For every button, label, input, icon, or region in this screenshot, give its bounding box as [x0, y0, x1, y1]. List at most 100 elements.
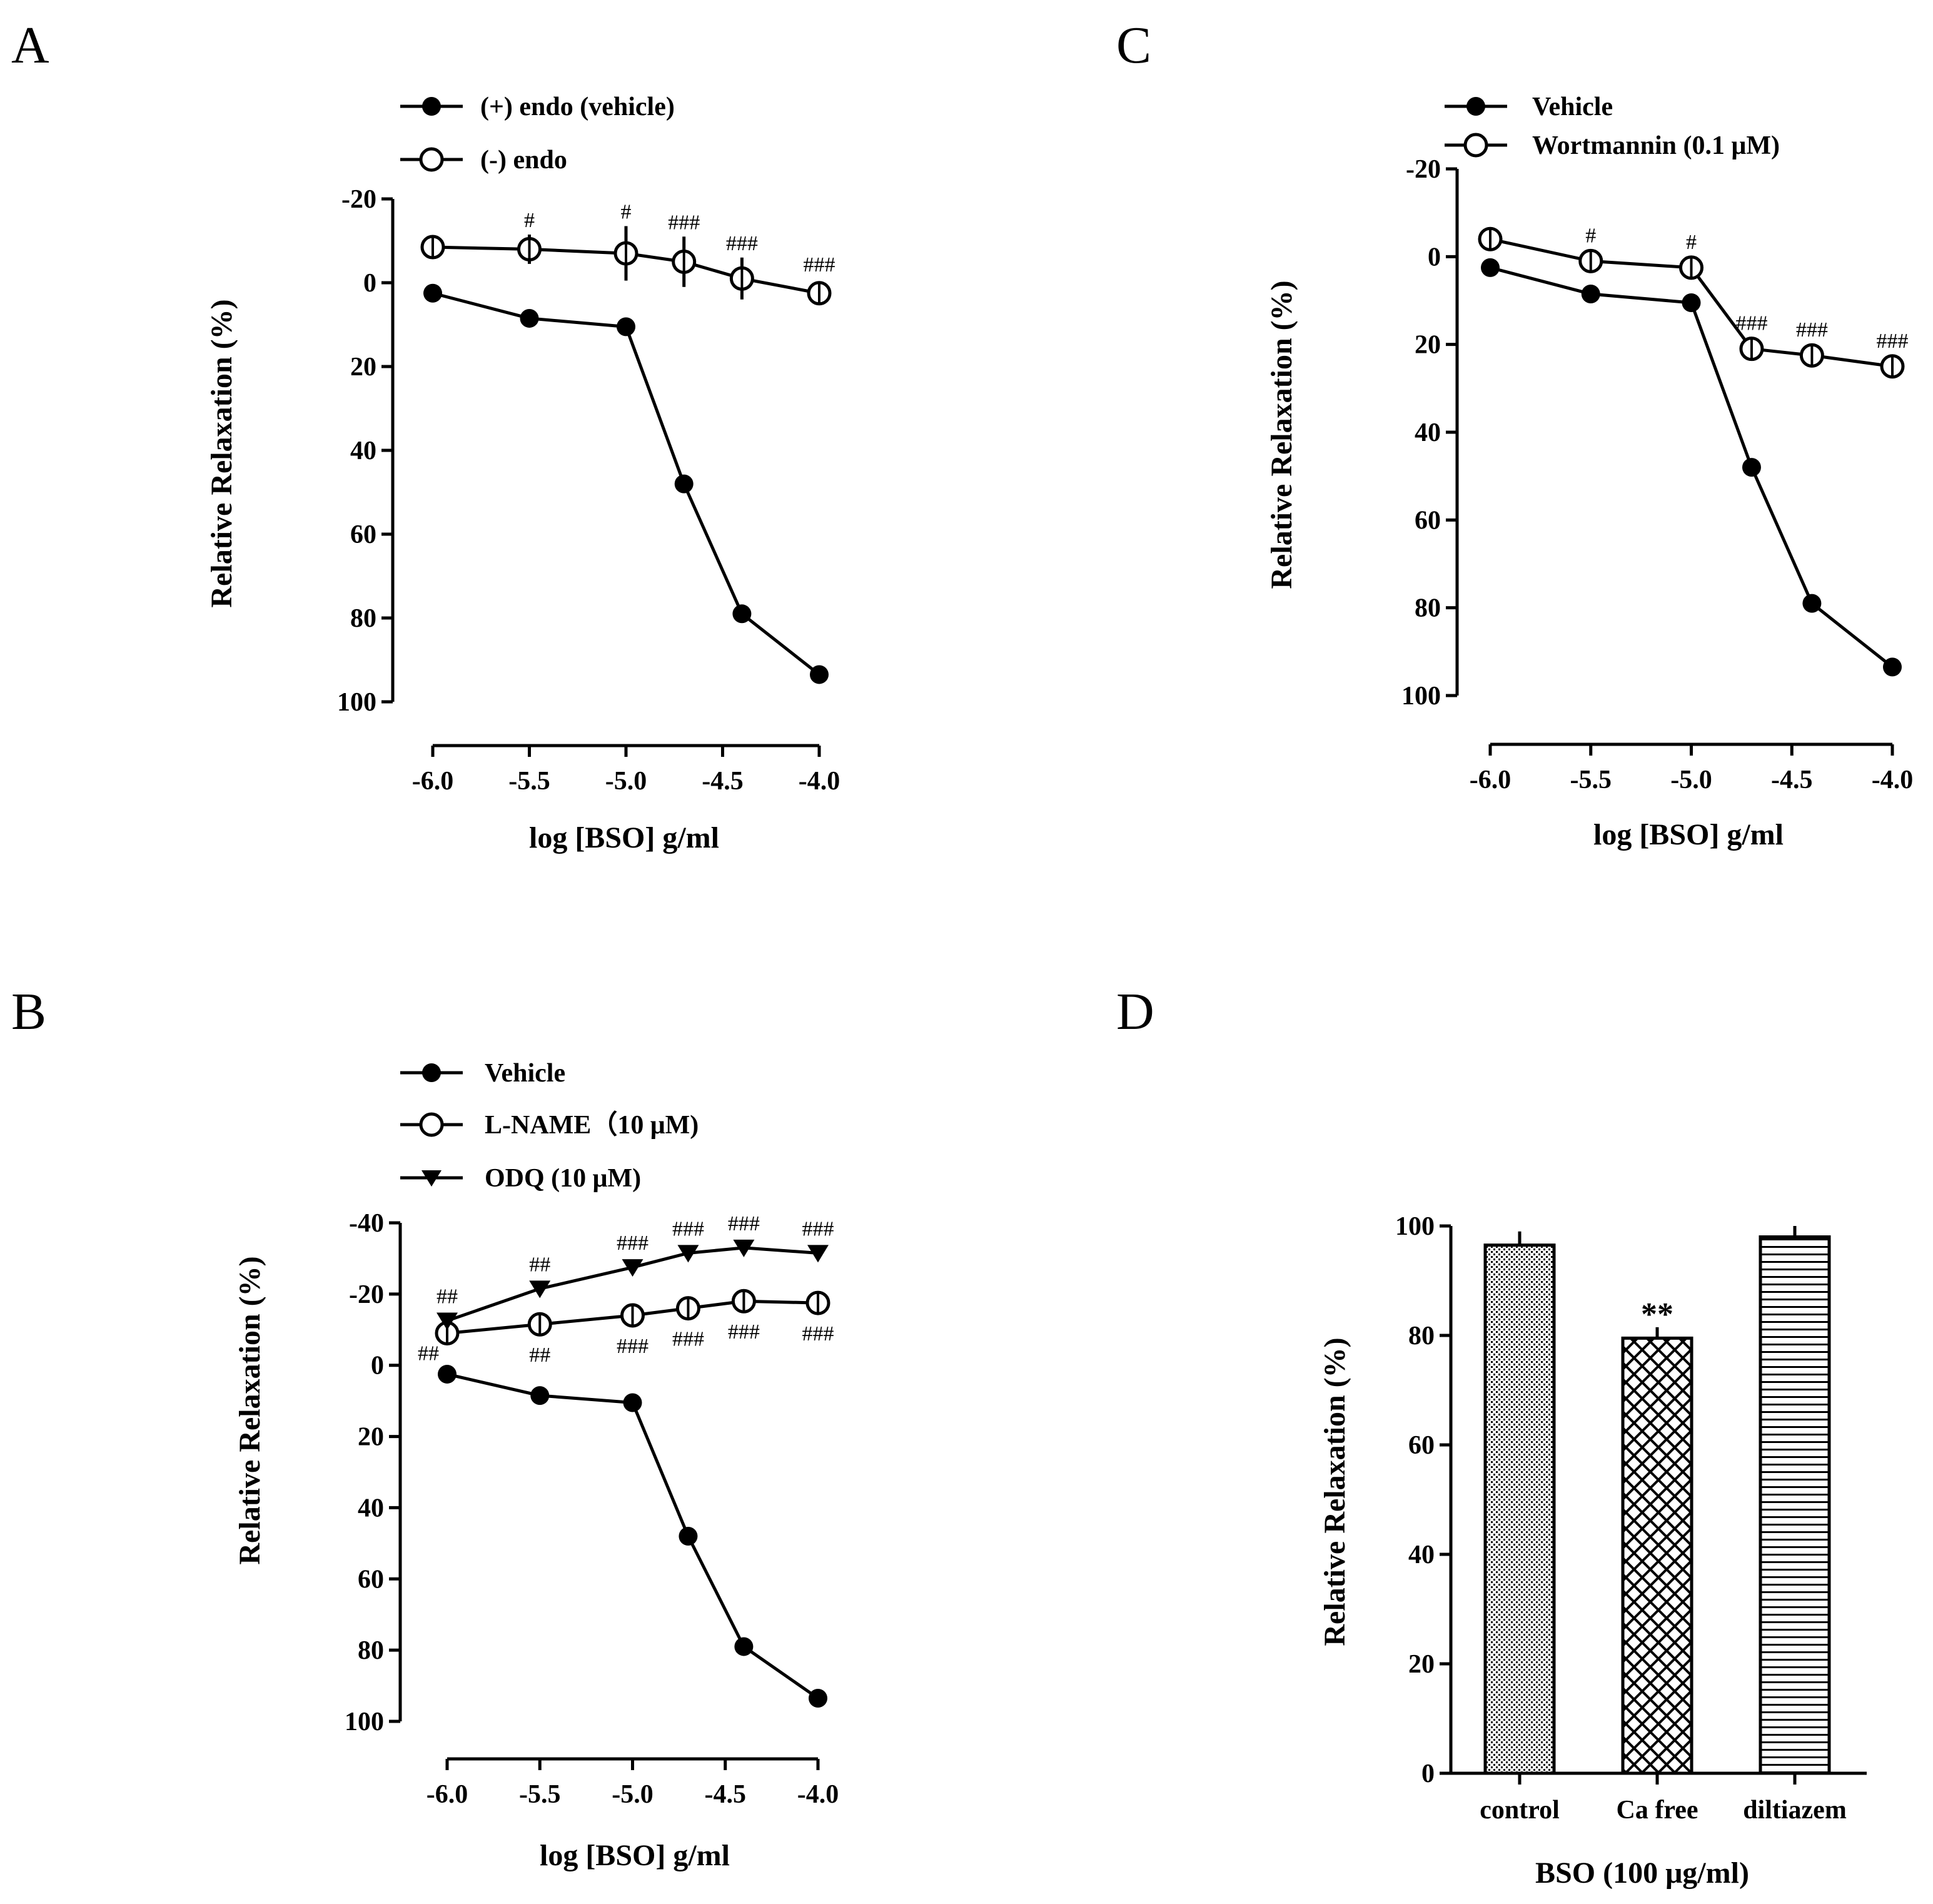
data-point-triangle	[733, 1239, 755, 1257]
x-tick-label: -5.0	[612, 1780, 654, 1809]
bar-control	[1483, 1243, 1556, 1775]
y-tick-label: 0	[363, 269, 376, 298]
y-tick-label: 0	[371, 1352, 384, 1380]
significance-mark: #	[621, 201, 632, 224]
significance-mark: ###	[804, 253, 835, 276]
x-tick-label: -5.5	[1570, 766, 1612, 794]
y-tick-label: 40	[358, 1494, 384, 1522]
legend-label-no-endo: (-) endo	[480, 146, 567, 175]
panel-letter-c: C	[1116, 16, 1151, 74]
panel-letter-d: D	[1116, 983, 1154, 1041]
significance-mark: ###	[728, 1320, 760, 1344]
data-point-filled-circle	[623, 1393, 642, 1412]
y-tick-label: 20	[1415, 331, 1441, 360]
y-axis-label: Relative Relaxation (%)	[1265, 280, 1298, 589]
significance-mark: ###	[1735, 312, 1767, 335]
y-tick-label: 60	[358, 1565, 384, 1594]
x-tick-label: -5.0	[605, 767, 647, 796]
panel-d-chart: Relative Relaxation (%) BSO (100 μg/ml) …	[1318, 1212, 1867, 1890]
y-tick-label: 100	[337, 688, 376, 717]
x-tick-label: -6.0	[412, 767, 454, 796]
y-tick-label: 40	[1415, 418, 1441, 447]
panel-b-legend: Vehicle L-NAME（10 μM) ODQ (10 μM)	[400, 1059, 699, 1193]
y-tick-label: 60	[1408, 1431, 1435, 1460]
y-axis-label: Relative Relaxation (%)	[1318, 1337, 1351, 1646]
x-tick-label: -4.0	[1872, 766, 1914, 794]
data-point-filled-circle	[423, 283, 442, 303]
panel-c-legend: Vehicle Wortmannin (0.1 μM)	[1445, 93, 1780, 160]
y-tick-label: -20	[341, 185, 376, 214]
significance-mark: ###	[672, 1217, 704, 1240]
legend-label-odq: ODQ (10 μM)	[485, 1164, 641, 1193]
significance-mark: #	[1585, 224, 1596, 247]
significance-mark: ###	[617, 1232, 649, 1255]
series-line	[432, 291, 820, 676]
y-tick-label: -20	[1406, 155, 1441, 184]
data-point-filled-circle	[520, 308, 539, 328]
data-point-filled-circle	[734, 1637, 754, 1656]
significance-mark: ###	[668, 211, 700, 234]
significance-mark: ###	[1796, 318, 1828, 342]
data-point-filled-circle	[617, 317, 635, 337]
x-tick-label: -5.5	[508, 767, 550, 796]
panel-a-chart: (+) endo (vehicle) (-) endo Relative Rel…	[205, 93, 840, 854]
legend-marker-open-circle	[419, 147, 444, 172]
x-tick-label: Ca free	[1617, 1796, 1698, 1825]
series-line	[432, 245, 820, 295]
panel-letter-b: B	[11, 983, 46, 1041]
y-tick-label: 20	[1408, 1650, 1435, 1679]
data-point-filled-circle	[674, 474, 694, 494]
significance-mark: **	[1641, 1297, 1673, 1332]
y-tick-label: 80	[350, 604, 376, 633]
data-point-triangle	[622, 1259, 643, 1277]
y-tick-label: 100	[345, 1708, 384, 1736]
y-tick-label: 20	[358, 1423, 384, 1452]
x-tick-label: -6.0	[1470, 766, 1512, 794]
y-tick-label: 0	[1428, 243, 1441, 271]
legend-label-wortmannin: Wortmannin (0.1 μM)	[1532, 131, 1780, 160]
y-tick-label: 100	[1401, 682, 1441, 711]
legend-label-l-name: L-NAME（10 μM)	[485, 1110, 699, 1140]
legend-marker-filled-circle	[422, 97, 441, 116]
data-point-filled-circle	[1581, 284, 1600, 303]
x-axis-label: log [BSO] g/ml	[529, 821, 719, 854]
significance-mark: #	[1686, 231, 1697, 254]
legend-marker-open-circle	[1463, 133, 1488, 158]
series-line	[447, 1246, 819, 1322]
series-line	[1490, 266, 1894, 669]
data-point-triangle	[437, 1312, 458, 1330]
data-point-triangle	[807, 1245, 829, 1263]
bar-ca-free	[1621, 1336, 1693, 1775]
series-line	[447, 1372, 819, 1700]
series-line	[447, 1299, 819, 1335]
y-tick-label: 80	[1408, 1322, 1435, 1350]
x-axis-label: BSO (100 μg/ml)	[1535, 1856, 1749, 1890]
data-point-filled-circle	[1883, 657, 1902, 677]
significance-mark: ###	[672, 1328, 704, 1351]
x-tick-label: -6.0	[426, 1780, 468, 1809]
y-axis-label: Relative Relaxation (%)	[233, 1256, 266, 1564]
data-point-filled-circle	[679, 1526, 698, 1546]
data-point-filled-circle	[1481, 258, 1500, 277]
data-point-filled-circle	[530, 1386, 550, 1405]
data-point-filled-circle	[1682, 293, 1701, 313]
y-tick-label: 0	[1421, 1760, 1435, 1788]
significance-mark: ##	[529, 1344, 550, 1367]
data-point-filled-circle	[1802, 594, 1822, 613]
legend-marker-triangle	[421, 1170, 442, 1187]
data-point-filled-circle	[438, 1364, 457, 1384]
significance-mark: ##	[418, 1342, 439, 1365]
series-line	[1490, 237, 1893, 368]
data-point-filled-circle	[1742, 458, 1761, 477]
significance-mark: ###	[802, 1322, 834, 1345]
panel-c-chart: Vehicle Wortmannin (0.1 μM) Relative Rel…	[1265, 93, 1913, 851]
legend-label-endo-vehicle: (+) endo (vehicle)	[480, 93, 675, 121]
significance-mark: ###	[726, 232, 758, 255]
x-tick-label: control	[1480, 1796, 1560, 1825]
panel-a-legend: (+) endo (vehicle) (-) endo	[400, 93, 675, 175]
x-tick-label: -5.5	[519, 1780, 561, 1809]
y-tick-label: -40	[349, 1209, 384, 1238]
significance-mark: #	[524, 209, 535, 232]
bar-diltiazem	[1759, 1235, 1831, 1775]
